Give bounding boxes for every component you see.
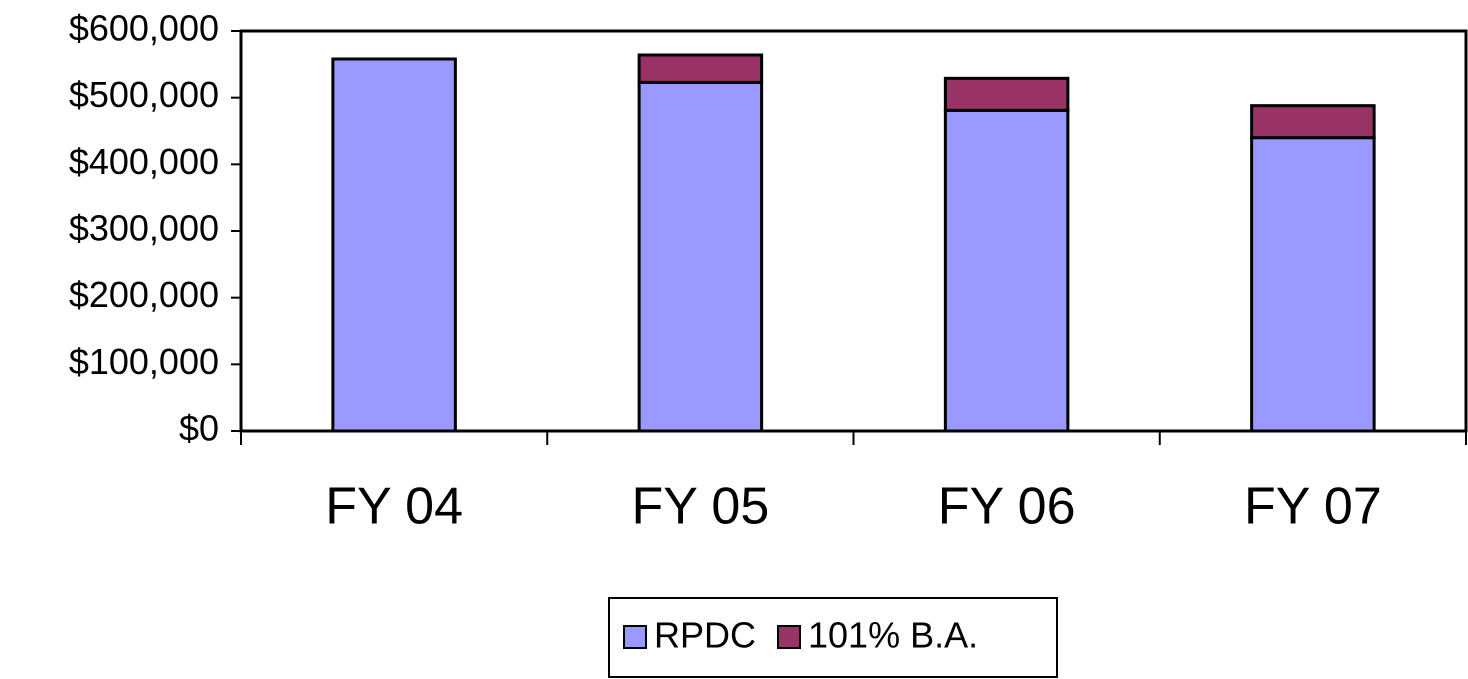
- bar-segment: [637, 80, 764, 433]
- legend-label: RPDC: [654, 615, 756, 656]
- bar-segment: [331, 57, 457, 433]
- x-tick-label: FY 05: [631, 478, 769, 536]
- x-tick-label: FY 06: [938, 478, 1076, 536]
- legend-swatch: [777, 625, 802, 649]
- bar-segment: [1250, 136, 1376, 433]
- bar-segment: [637, 53, 764, 84]
- y-tick-label: $600,000: [69, 8, 219, 49]
- bar-segment: [943, 76, 1070, 112]
- legend-swatch: [623, 625, 647, 649]
- y-tick-label: $400,000: [69, 141, 219, 182]
- bar-segment: [943, 108, 1070, 433]
- bar-segment: [1250, 104, 1376, 140]
- legend-label: 101% B.A.: [808, 615, 978, 656]
- y-tick-label: $0: [179, 408, 219, 449]
- y-tick-label: $500,000: [69, 74, 219, 115]
- legend-box: [608, 597, 1058, 678]
- x-tick-label: FY 04: [325, 478, 463, 536]
- y-tick-label: $100,000: [69, 341, 219, 382]
- x-tick-label: FY 07: [1244, 478, 1382, 536]
- y-tick-label: $300,000: [69, 208, 219, 249]
- y-tick-label: $200,000: [69, 274, 219, 315]
